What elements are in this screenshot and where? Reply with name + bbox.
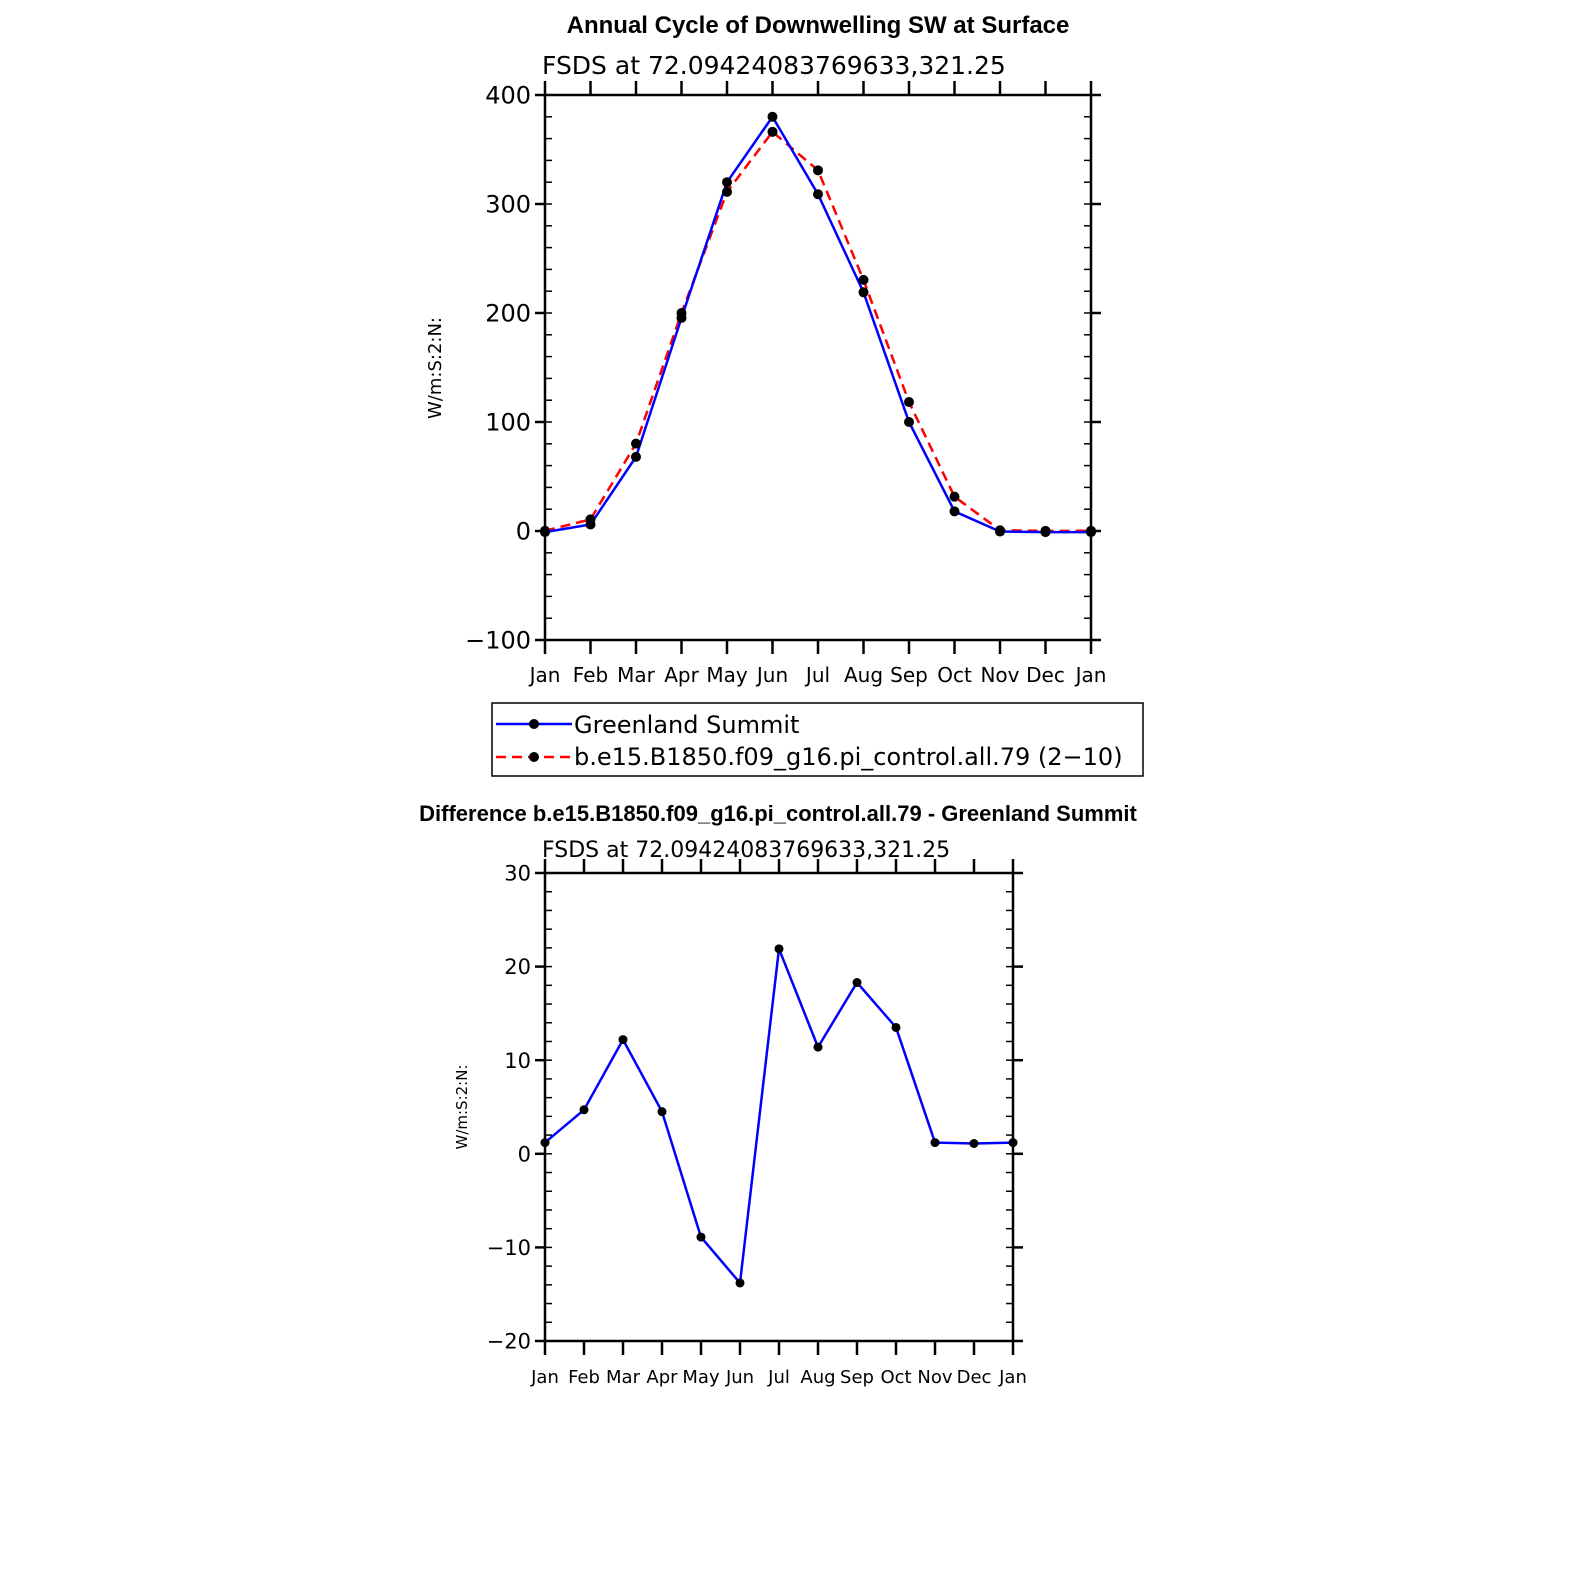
x-tick-label: Feb (568, 1367, 600, 1388)
data-point (1040, 525, 1051, 536)
x-tick-label: Dec (1026, 663, 1065, 687)
data-point (852, 978, 862, 988)
x-tick-label: Apr (664, 663, 699, 687)
x-tick-label: Jul (804, 663, 830, 687)
chart-title-2: Difference b.e15.B1850.f09_g16.pi_contro… (419, 801, 1137, 826)
chart-subtitle-2: FSDS at 72.09424083769633,321.25 (542, 838, 950, 863)
data-point (858, 274, 869, 285)
legend: Greenland Summit b.e15.B1850.f09_g16.pi_… (491, 702, 1144, 777)
y-axis-label-1: W/m:S:2:N: (425, 317, 446, 419)
data-point (774, 944, 784, 954)
data-point (585, 514, 596, 525)
y-tick-label: 200 (485, 300, 531, 328)
x-tick-label: Mar (606, 1367, 641, 1388)
data-point (722, 186, 732, 197)
x-tick-label: Nov (980, 663, 1019, 687)
x-tick-label: Sep (890, 663, 928, 687)
x-tick-label: May (682, 1367, 720, 1388)
x-tick-label: Feb (573, 663, 608, 687)
x-tick-label: Dec (957, 1367, 992, 1388)
data-point (995, 525, 1005, 536)
x-tick-label: Jun (725, 1367, 754, 1388)
y-tick-label: 30 (504, 862, 531, 886)
data-point (1008, 1138, 1018, 1148)
data-point (579, 1105, 589, 1115)
data-point (722, 177, 732, 188)
x-tick-label: Nov (917, 1367, 952, 1388)
x-tick-label: May (706, 663, 748, 687)
y-tick-label: 300 (485, 191, 531, 219)
data-point (813, 189, 823, 200)
data-point (767, 126, 778, 137)
plot-frame (543, 871, 1015, 1343)
chart-title-1: Annual Cycle of Downwelling SW at Surfac… (567, 12, 1070, 39)
data-point (657, 1107, 667, 1117)
data-point (813, 1042, 823, 1052)
y-tick-label: 0 (516, 518, 531, 546)
data-point (949, 491, 960, 502)
data-point (631, 438, 641, 449)
x-tick-label: Sep (840, 1367, 874, 1388)
data-point (631, 451, 641, 462)
plot-2: −20 −10 0 10 20 30 Jan Feb Mar Apr May Jun Jul Aug Sep… (487, 859, 1027, 1388)
legend-marker-2 (529, 752, 539, 762)
x-tick-label: Jun (755, 663, 788, 687)
legend-entry-2: b.e15.B1850.f09_g16.pi_control.all.79 (2… (574, 743, 1123, 771)
y-tick-label: −20 (487, 1330, 531, 1354)
x-tick-label: Oct (937, 663, 972, 687)
y-tick-label: 400 (485, 82, 531, 110)
data-point (676, 308, 687, 318)
data-point (891, 1022, 901, 1032)
x-tick-label: Aug (844, 663, 883, 687)
series-line (544, 948, 1014, 1286)
x-tick-label: Jan (1074, 663, 1107, 687)
x-tick-label: Aug (800, 1367, 835, 1388)
y-tick-label: 100 (485, 409, 531, 437)
data-point (813, 165, 823, 176)
x-tick-label: Jan (998, 1367, 1027, 1388)
x-tick-label: Mar (617, 663, 656, 687)
data-point (930, 1138, 940, 1148)
chart-subtitle-1: FSDS at 72.09424083769633,321.25 (542, 51, 1006, 80)
data-point (1086, 525, 1096, 536)
plot-1: −100 0 100 200 300 400 Jan Feb Mar Apr May Jun Jul Au… (465, 81, 1106, 687)
y-tick-label: −10 (487, 1236, 531, 1260)
data-point (904, 417, 914, 427)
y-tick-label: −100 (465, 627, 531, 655)
y-tick-label: 20 (504, 955, 531, 979)
legend-entry-1: Greenland Summit (574, 711, 799, 739)
data-point (969, 1139, 979, 1149)
x-tick-label: Oct (880, 1367, 911, 1388)
legend-marker-1 (529, 719, 539, 729)
y-tick-label: 10 (504, 1049, 531, 1073)
data-point (767, 111, 778, 122)
series-line (544, 114, 1091, 534)
plot-frame (543, 93, 1093, 642)
data-point (735, 1278, 745, 1288)
y-axis-label-2: W/m:S:2:N: (453, 1065, 471, 1150)
x-tick-label: Jan (528, 663, 561, 687)
data-point (949, 506, 960, 517)
data-point (540, 525, 550, 536)
x-tick-label: Jul (767, 1367, 790, 1388)
data-point (696, 1232, 706, 1242)
x-tick-label: Apr (646, 1367, 678, 1388)
data-point (904, 397, 914, 408)
data-point (618, 1035, 628, 1045)
y-tick-label: 0 (518, 1142, 531, 1166)
x-tick-label: Jan (530, 1367, 559, 1388)
data-point (858, 287, 869, 298)
data-point (540, 1138, 550, 1148)
